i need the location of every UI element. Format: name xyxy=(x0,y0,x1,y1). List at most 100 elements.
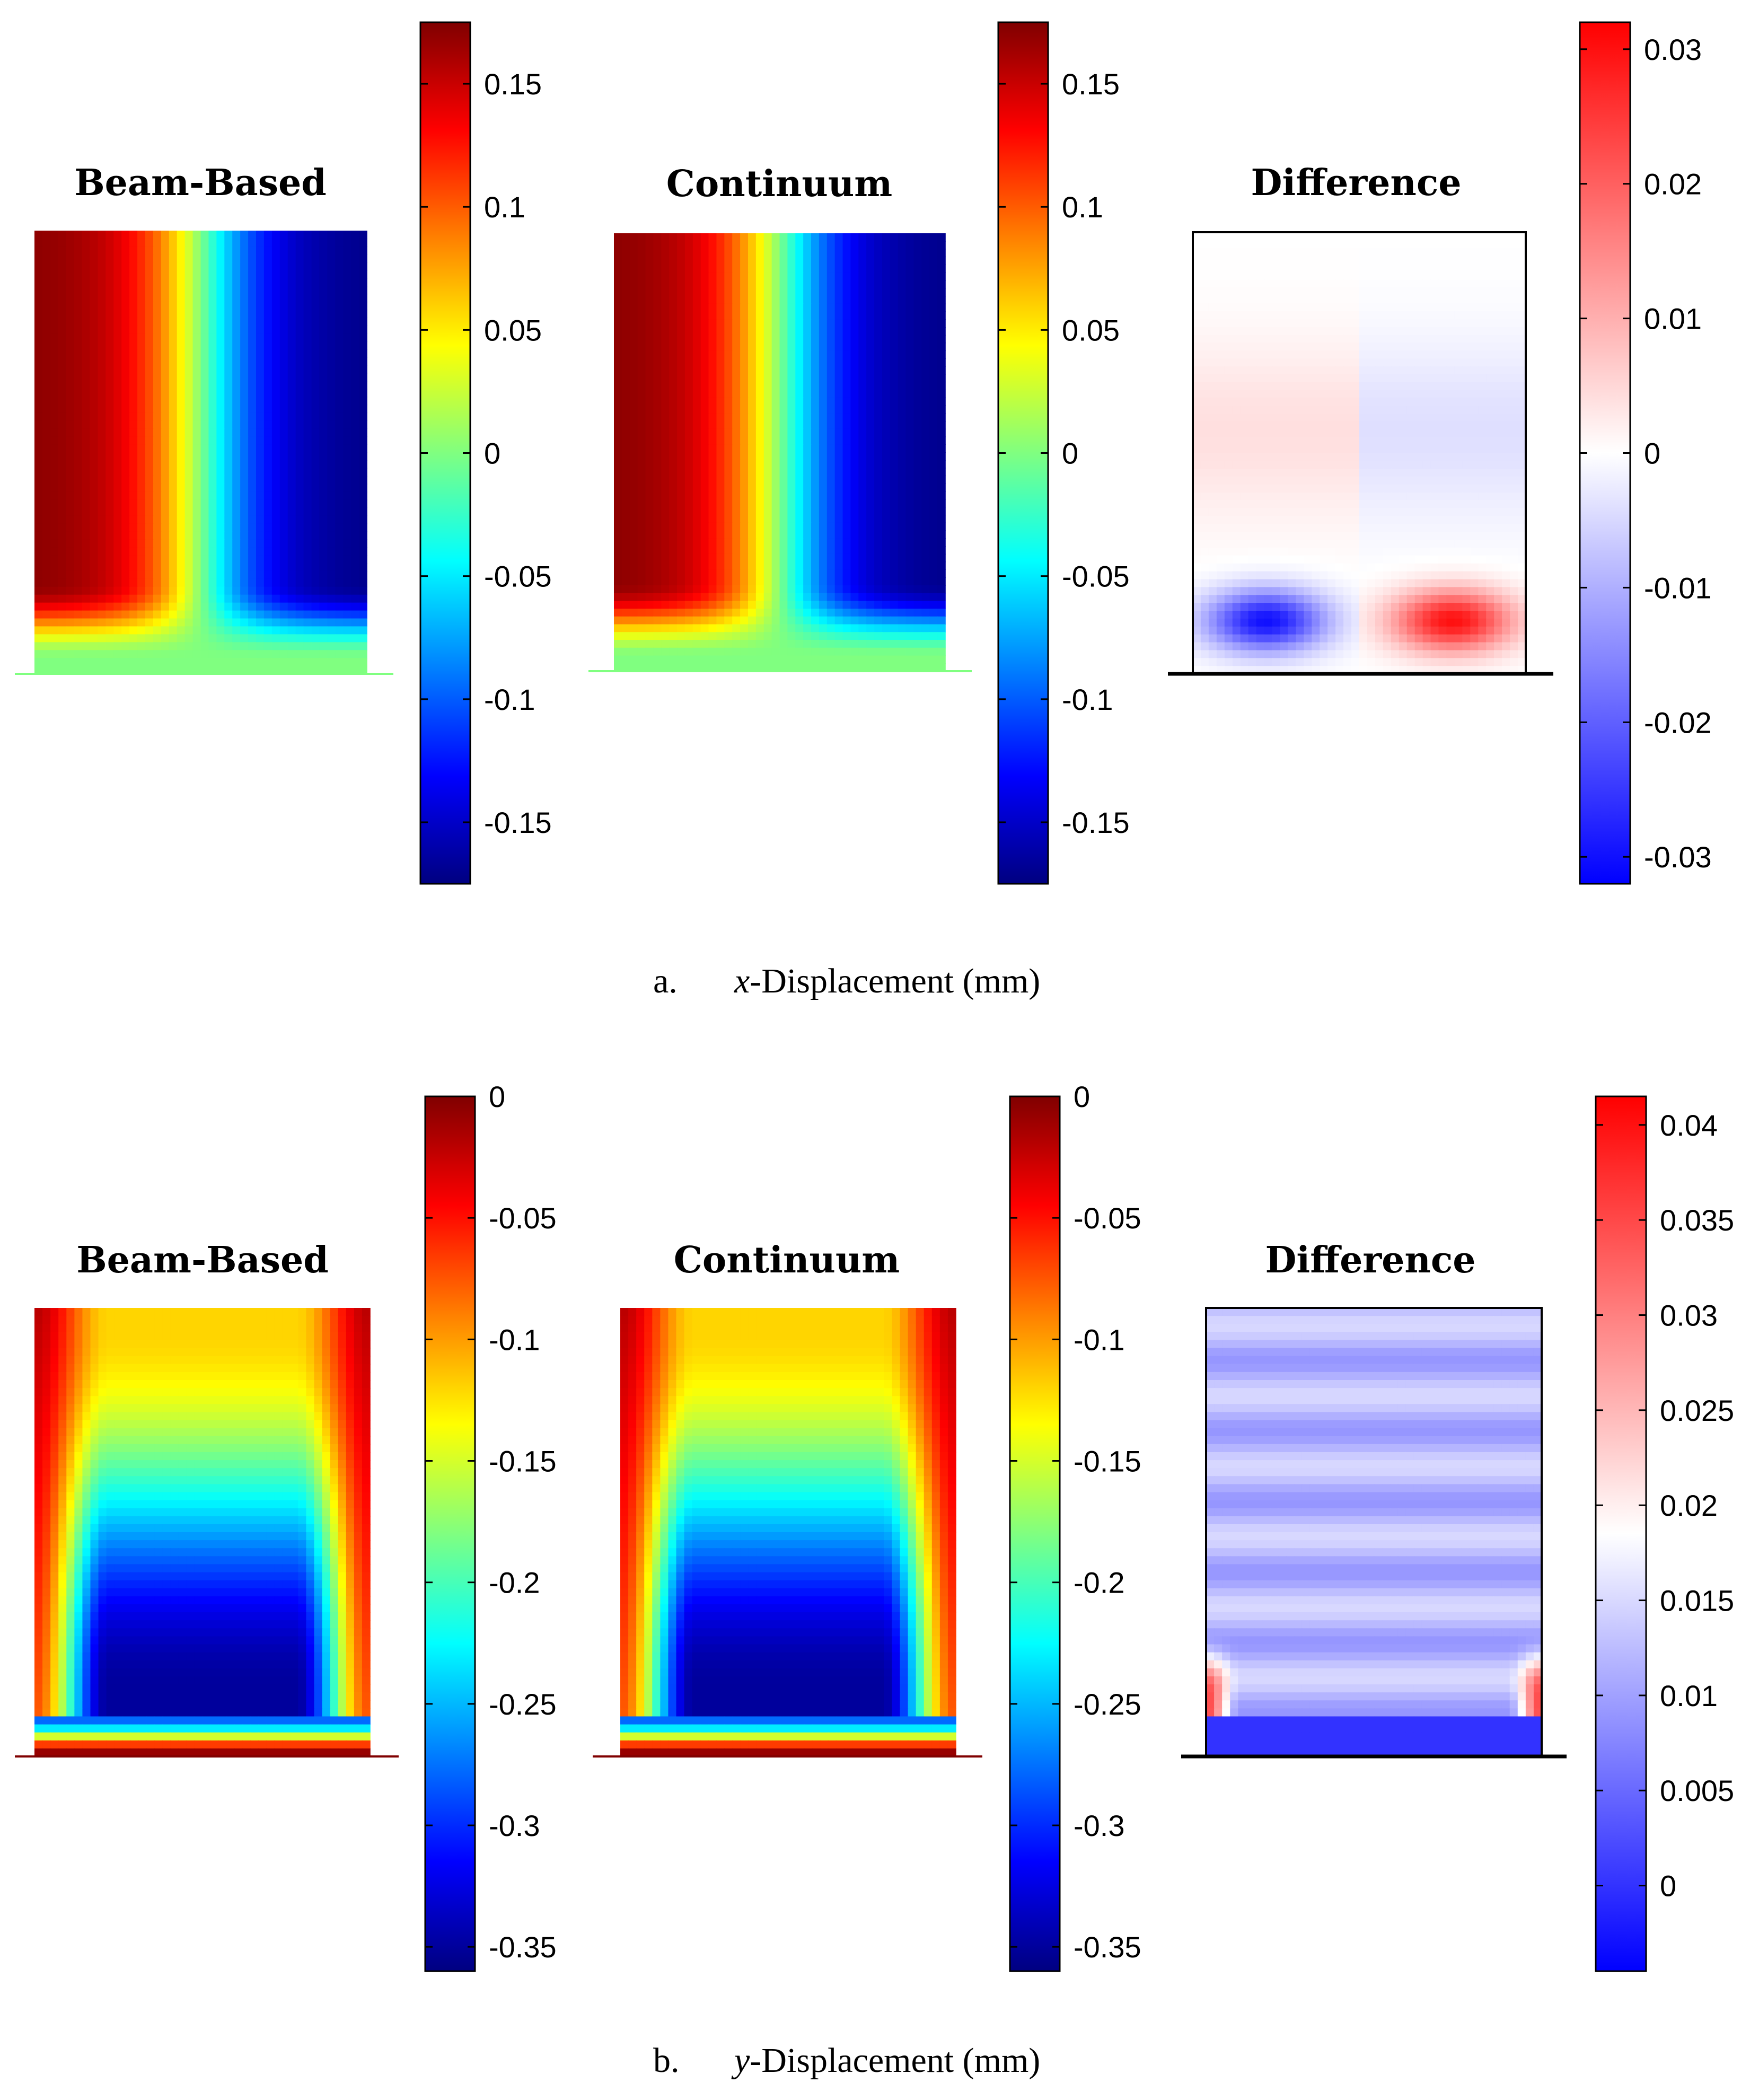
heatmap-cell xyxy=(98,397,107,406)
heatmap-cell xyxy=(890,335,899,344)
heatmap-cell xyxy=(263,547,272,556)
heatmap-cell xyxy=(129,452,138,461)
heatmap-cell xyxy=(692,663,701,672)
heatmap-cell xyxy=(692,476,701,484)
heatmap-cell xyxy=(1280,248,1289,257)
heatmap-cell xyxy=(842,249,851,258)
heatmap-cell xyxy=(248,365,257,374)
heatmap-cell xyxy=(145,357,154,366)
heatmap-cell xyxy=(890,561,899,570)
heatmap-cell xyxy=(161,555,170,564)
heatmap-cell xyxy=(748,609,757,617)
heatmap-cell xyxy=(637,632,646,640)
heatmap-cell xyxy=(874,405,883,414)
heatmap-cell xyxy=(129,626,138,635)
heatmap-cell xyxy=(240,326,249,334)
heatmap-cell xyxy=(82,389,91,398)
heatmap-cell xyxy=(192,531,201,540)
heatmap-cell xyxy=(169,507,178,516)
heatmap-cell xyxy=(708,569,717,578)
heatmap-cell xyxy=(1391,232,1400,241)
heatmap-cell xyxy=(653,272,662,281)
heatmap-cell xyxy=(105,294,115,303)
heatmap-cell xyxy=(771,553,780,563)
heatmap-cell xyxy=(842,350,851,359)
heatmap-cell xyxy=(692,507,701,515)
heatmap-cell xyxy=(898,280,907,289)
heatmap-cell xyxy=(177,270,186,279)
heatmap-cell xyxy=(811,632,820,640)
heatmap-cell xyxy=(692,436,701,445)
heatmap-cell xyxy=(248,231,257,239)
heatmap-cell xyxy=(113,594,122,603)
heatmap-cell xyxy=(826,577,836,586)
heatmap-cell xyxy=(66,499,75,508)
heatmap-cell xyxy=(882,358,891,367)
heatmap-cell xyxy=(937,468,946,477)
heatmap-cell xyxy=(661,655,670,664)
heatmap-cell xyxy=(755,538,764,547)
heatmap-cell xyxy=(74,578,83,587)
heatmap-cell xyxy=(787,593,796,602)
heatmap-cell xyxy=(121,444,130,453)
heatmap-cell xyxy=(826,397,836,406)
heatmap-cell xyxy=(351,507,359,516)
heatmap-cell xyxy=(129,555,138,564)
heatmap-cell xyxy=(763,522,772,531)
heatmap-cell xyxy=(882,663,891,672)
heatmap-cell xyxy=(271,602,280,611)
heatmap-cell xyxy=(271,412,280,421)
heatmap-cell xyxy=(216,642,225,651)
heatmap-cell xyxy=(937,405,946,414)
heatmap-cell xyxy=(279,491,288,500)
heatmap-cell xyxy=(803,468,812,477)
heatmap-cell xyxy=(708,452,717,461)
heatmap-cell xyxy=(359,444,367,453)
heatmap-cell xyxy=(826,374,836,383)
heatmap-cell xyxy=(684,319,693,328)
heatmap-cell xyxy=(208,491,217,500)
heatmap-cell xyxy=(1446,248,1455,257)
heatmap-cell xyxy=(740,303,749,312)
heatmap-cell xyxy=(177,650,186,658)
heatmap-cell xyxy=(692,640,701,648)
heatmap-cell xyxy=(882,499,891,508)
heatmap-cell xyxy=(858,593,867,602)
heatmap-cell xyxy=(232,563,241,572)
heatmap-cell xyxy=(614,421,622,429)
heatmap-cell xyxy=(240,468,249,477)
heatmap-cell xyxy=(50,515,59,524)
heatmap-cell xyxy=(732,553,741,563)
heatmap-cell xyxy=(898,484,907,492)
heatmap-cell xyxy=(684,538,693,547)
heatmap-cell xyxy=(614,593,622,602)
heatmap-cell xyxy=(66,578,75,587)
heatmap-cell xyxy=(271,618,280,627)
heatmap-cell xyxy=(826,624,836,633)
heatmap-cell xyxy=(327,341,336,350)
heatmap-cell xyxy=(287,254,296,263)
heatmap-cell xyxy=(240,578,249,587)
heatmap-cell xyxy=(240,539,249,548)
heatmap-cell xyxy=(905,530,914,539)
heatmap-cell xyxy=(724,272,733,281)
heatmap-cell xyxy=(716,663,725,672)
heatmap-cell xyxy=(177,626,186,635)
heatmap-cell xyxy=(121,381,130,390)
heatmap-cell xyxy=(200,231,209,239)
heatmap-cell xyxy=(905,311,914,320)
heatmap-cell xyxy=(177,405,186,414)
heatmap-cell xyxy=(1200,271,1209,280)
heatmap-cell xyxy=(1288,248,1297,257)
heatmap-cell xyxy=(874,601,883,609)
heatmap-cell xyxy=(763,601,772,609)
heatmap-cell xyxy=(359,626,367,635)
heatmap-cell xyxy=(890,241,899,250)
heatmap-cell xyxy=(787,436,796,445)
heatmap-cell xyxy=(256,286,265,295)
heatmap-cell xyxy=(208,484,217,493)
heatmap-cell xyxy=(771,561,780,570)
heatmap-cell xyxy=(850,632,859,640)
heatmap-cell xyxy=(42,578,51,587)
